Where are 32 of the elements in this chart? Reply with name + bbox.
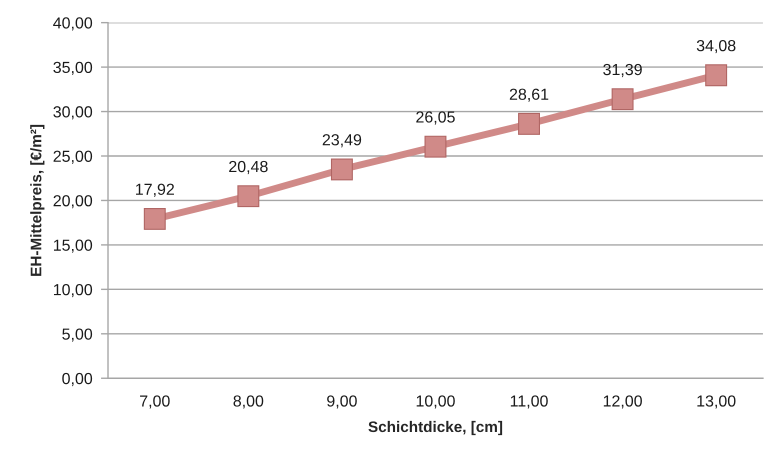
y-tick-label: 40,00: [53, 17, 92, 30]
point: [518, 112, 540, 135]
x-tick-label: 8,00: [234, 395, 264, 409]
y-axis-title: EH-Mittelpreis, [€/m²]: [30, 124, 44, 276]
y-tick-label: 25,00: [54, 150, 92, 164]
x-axis-title: Schichtdicke, [cm]: [368, 420, 502, 436]
data-label: 17,92: [136, 184, 174, 197]
point: [424, 136, 446, 158]
y-tick-label: 20,00: [54, 195, 92, 208]
data-label: 31,39: [603, 64, 642, 78]
data-label: 26,05: [416, 111, 455, 125]
point: [237, 185, 260, 208]
x-tick-label: 9,00: [327, 395, 357, 409]
x-tick-label: 12,00: [604, 395, 642, 409]
point: [612, 88, 634, 110]
x-tick-label: 10,00: [416, 395, 455, 409]
data-label: 23,49: [322, 134, 362, 148]
y-tick-label: 35,00: [53, 62, 92, 75]
y-tick-label: 0,00: [62, 372, 92, 386]
x-tick-label: 13,00: [697, 395, 736, 409]
x-tick-label: 11,00: [510, 395, 548, 409]
y-tick-label: 15,00: [54, 240, 92, 253]
point: [330, 158, 353, 180]
y-tick-label: 5,00: [62, 328, 92, 342]
y-tick-label: 30,00: [53, 106, 92, 120]
data-label: 34,08: [696, 40, 736, 54]
y-tick-label: 10,00: [54, 284, 92, 298]
point: [705, 64, 728, 86]
data-label: 28,61: [510, 88, 548, 102]
x-tick-label: 7,00: [140, 395, 170, 409]
point: [144, 208, 166, 230]
data-label: 20,48: [229, 160, 268, 174]
